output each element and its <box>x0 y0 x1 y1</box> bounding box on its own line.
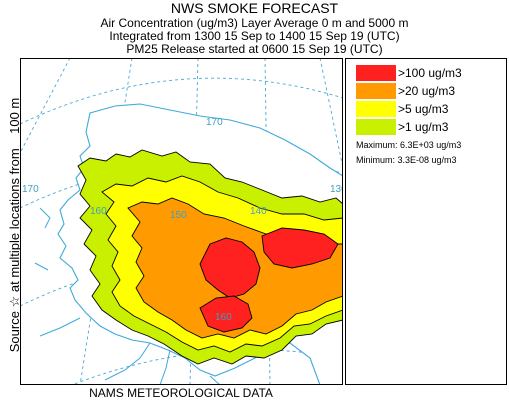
legend-item-over-20: >20 ug/m3 <box>356 83 506 99</box>
forecast-title: NWS SMOKE FORECAST <box>170 0 339 16</box>
longitude-label: 170 <box>206 117 223 128</box>
meteorological-data-label: NAMS METEOROLOGICAL DATA <box>89 386 273 400</box>
concentration-description: Air Concentration (ug/m3) Layer Average … <box>100 16 409 30</box>
release-start: PM25 Release started at 0600 15 Sep 19 (… <box>126 42 383 56</box>
legend-label: >20 ug/m3 <box>398 84 456 98</box>
longitude-label: 160 <box>215 312 232 323</box>
legend-label: >100 ug/m3 <box>398 66 462 80</box>
legend-label: >5 ug/m3 <box>398 102 449 116</box>
coastline-detail <box>34 207 221 385</box>
legend-item-over-5: >5 ug/m3 <box>356 101 506 117</box>
longitude-label: 160 <box>90 206 107 217</box>
map-frame <box>20 58 343 385</box>
longitude-label: 130 <box>330 184 343 195</box>
legend: >100 ug/m3 >20 ug/m3 >5 ug/m3 >1 ug/m3 M… <box>345 58 507 385</box>
legend-item-over-1: >1 ug/m3 <box>356 119 506 135</box>
legend-swatch <box>356 65 396 81</box>
legend-label: >1 ug/m3 <box>398 120 449 134</box>
longitude-label: 150 <box>170 210 187 221</box>
smoke-over-100 <box>199 295 253 333</box>
maximum-value: Maximum: 6.3E+03 ug/m3 <box>356 140 462 150</box>
smoke-over-100 <box>261 227 339 269</box>
longitude-label: 140 <box>250 206 267 217</box>
longitude-label: 170 <box>22 184 39 195</box>
legend-swatch <box>356 83 396 99</box>
legend-item-over-100: >100 ug/m3 <box>356 65 506 81</box>
longitude-line <box>319 58 343 169</box>
integration-period: Integrated from 1300 15 Sep to 1400 15 S… <box>109 29 400 43</box>
minimum-value: Minimum: 3.3E-08 ug/m3 <box>356 155 457 165</box>
legend-swatch <box>356 101 396 117</box>
smoke-over-100 <box>199 237 261 299</box>
legend-swatch <box>356 119 396 135</box>
smoke-forecast-map: 170 160 150 140 170 160 130 <box>20 58 343 385</box>
